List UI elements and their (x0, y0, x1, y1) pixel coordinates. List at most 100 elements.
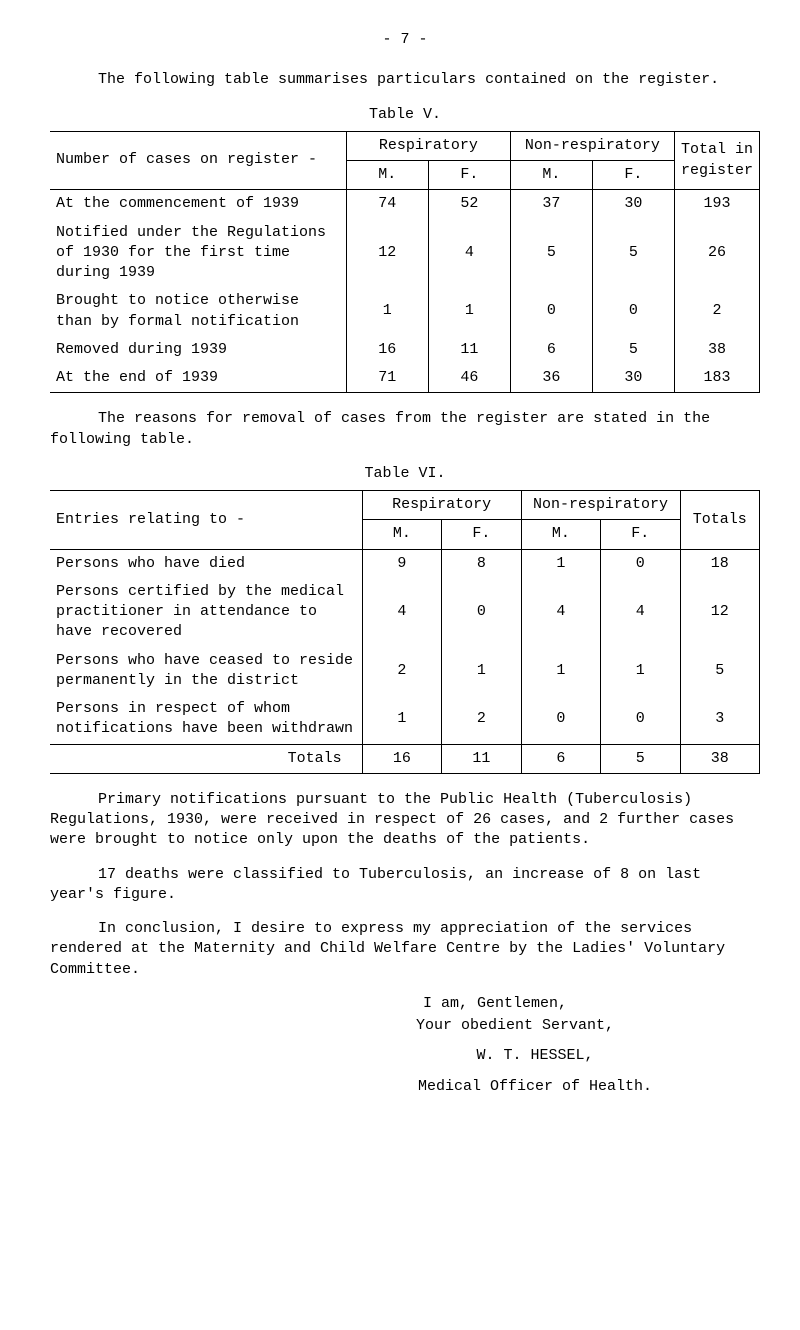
t6-header-rf: F. (442, 520, 521, 549)
table-row: Removed during 1939 16 11 6 5 38 (50, 336, 760, 364)
t6-r0-nf: 0 (601, 549, 680, 578)
table-row: Persons certified by the medical practit… (50, 578, 760, 647)
t5-r4-label: At the end of 1939 (50, 364, 346, 393)
t6-header-nm: M. (521, 520, 600, 549)
signoff-line4: Medical Officer of Health. (310, 1077, 760, 1097)
t5-r4-nm: 36 (510, 364, 592, 393)
table6-title: Table VI. (50, 464, 760, 484)
t5-r0-label: At the commencement of 1939 (50, 190, 346, 219)
t6-r2-nf: 1 (601, 647, 680, 696)
t6-r1-nf: 4 (601, 578, 680, 647)
t6-r3-rf: 2 (442, 695, 521, 744)
table-vi: Entries relating to - Respiratory Non-re… (50, 490, 760, 774)
signoff-line1: I am, Gentlemen, (230, 994, 760, 1014)
t6-r1-rm: 4 (362, 578, 441, 647)
table-row: At the end of 1939 71 46 36 30 183 (50, 364, 760, 393)
t5-r2-rf: 1 (428, 287, 510, 336)
t6-totals-label: Totals (50, 744, 362, 773)
page-number: - 7 - (50, 30, 760, 50)
table-v: Number of cases on register - Respirator… (50, 131, 760, 394)
table5-title: Table V. (50, 105, 760, 125)
t5-r4-nf: 30 (592, 364, 674, 393)
t5-r1-label: Notified under the Regulations of 1930 f… (50, 219, 346, 288)
t5-r0-tot: 193 (674, 190, 759, 219)
t5-header-rm: M. (346, 161, 428, 190)
t5-r3-rf: 11 (428, 336, 510, 364)
t5-header-resp: Respiratory (346, 131, 510, 160)
t6-r0-nm: 1 (521, 549, 600, 578)
table-row: At the commencement of 1939 74 52 37 30 … (50, 190, 760, 219)
t5-header-rf: F. (428, 161, 510, 190)
t6-header-entries: Entries relating to - (50, 491, 362, 550)
t5-r0-nf: 30 (592, 190, 674, 219)
t6-r2-rm: 2 (362, 647, 441, 696)
t5-r3-tot: 38 (674, 336, 759, 364)
intro-paragraph-2: The reasons for removal of cases from th… (50, 409, 760, 450)
table-row: Brought to notice otherwise than by form… (50, 287, 760, 336)
t6-r2-tot: 5 (680, 647, 760, 696)
t6-header-nonresp: Non-respiratory (521, 491, 680, 520)
t5-r0-nm: 37 (510, 190, 592, 219)
t6-totals-tot: 38 (680, 744, 760, 773)
t5-r3-rm: 16 (346, 336, 428, 364)
t5-header-nf: F. (592, 161, 674, 190)
t6-r3-nm: 0 (521, 695, 600, 744)
t5-r2-label: Brought to notice otherwise than by form… (50, 287, 346, 336)
t5-r2-tot: 2 (674, 287, 759, 336)
t6-r0-rm: 9 (362, 549, 441, 578)
t5-header-nm: M. (510, 161, 592, 190)
t5-r3-nf: 5 (592, 336, 674, 364)
table-row: Persons in respect of whom notifications… (50, 695, 760, 744)
t5-r3-label: Removed during 1939 (50, 336, 346, 364)
t5-header-register: Number of cases on register - (50, 131, 346, 190)
t5-r1-tot: 26 (674, 219, 759, 288)
table-row: Persons who have died 9 8 1 0 18 (50, 549, 760, 578)
intro-paragraph-1: The following table summarises particula… (50, 70, 760, 90)
t6-r1-label: Persons certified by the medical practit… (50, 578, 362, 647)
t6-r2-nm: 1 (521, 647, 600, 696)
t6-totals-nm: 6 (521, 744, 600, 773)
t6-header-nf: F. (601, 520, 680, 549)
t6-r0-label: Persons who have died (50, 549, 362, 578)
t5-r4-rm: 71 (346, 364, 428, 393)
t6-header-resp: Respiratory (362, 491, 521, 520)
t6-r3-nf: 0 (601, 695, 680, 744)
t5-r1-nm: 5 (510, 219, 592, 288)
t5-header-nonresp: Non-respiratory (510, 131, 674, 160)
table-totals-row: Totals 16 11 6 5 38 (50, 744, 760, 773)
paragraph-primary: Primary notifications pursuant to the Pu… (50, 790, 760, 851)
t6-r3-tot: 3 (680, 695, 760, 744)
t6-r2-label: Persons who have ceased to reside perman… (50, 647, 362, 696)
t5-r1-rm: 12 (346, 219, 428, 288)
t5-r0-rm: 74 (346, 190, 428, 219)
table-row: Notified under the Regulations of 1930 f… (50, 219, 760, 288)
signoff-line3: W. T. HESSEL, (310, 1046, 760, 1066)
t5-r3-nm: 6 (510, 336, 592, 364)
t6-r0-tot: 18 (680, 549, 760, 578)
t5-r1-rf: 4 (428, 219, 510, 288)
t6-r1-rf: 0 (442, 578, 521, 647)
t5-r1-nf: 5 (592, 219, 674, 288)
t5-header-total: Total in register (674, 131, 759, 190)
t6-r1-nm: 4 (521, 578, 600, 647)
t6-totals-rm: 16 (362, 744, 441, 773)
t6-r0-rf: 8 (442, 549, 521, 578)
paragraph-deaths: 17 deaths were classified to Tuberculosi… (50, 865, 760, 906)
t5-r4-rf: 46 (428, 364, 510, 393)
signoff-line2: Your obedient Servant, (270, 1016, 760, 1036)
t6-r3-label: Persons in respect of whom notifications… (50, 695, 362, 744)
paragraph-conclusion: In conclusion, I desire to express my ap… (50, 919, 760, 980)
t5-r2-nf: 0 (592, 287, 674, 336)
t6-totals-rf: 11 (442, 744, 521, 773)
t6-header-rm: M. (362, 520, 441, 549)
closing-block: I am, Gentlemen, Your obedient Servant, … (50, 994, 760, 1097)
t6-header-total: Totals (680, 491, 760, 550)
t6-r2-rf: 1 (442, 647, 521, 696)
t5-r2-rm: 1 (346, 287, 428, 336)
t6-r3-rm: 1 (362, 695, 441, 744)
table-row: Persons who have ceased to reside perman… (50, 647, 760, 696)
t5-r2-nm: 0 (510, 287, 592, 336)
t6-r1-tot: 12 (680, 578, 760, 647)
t5-r0-rf: 52 (428, 190, 510, 219)
t5-r4-tot: 183 (674, 364, 759, 393)
